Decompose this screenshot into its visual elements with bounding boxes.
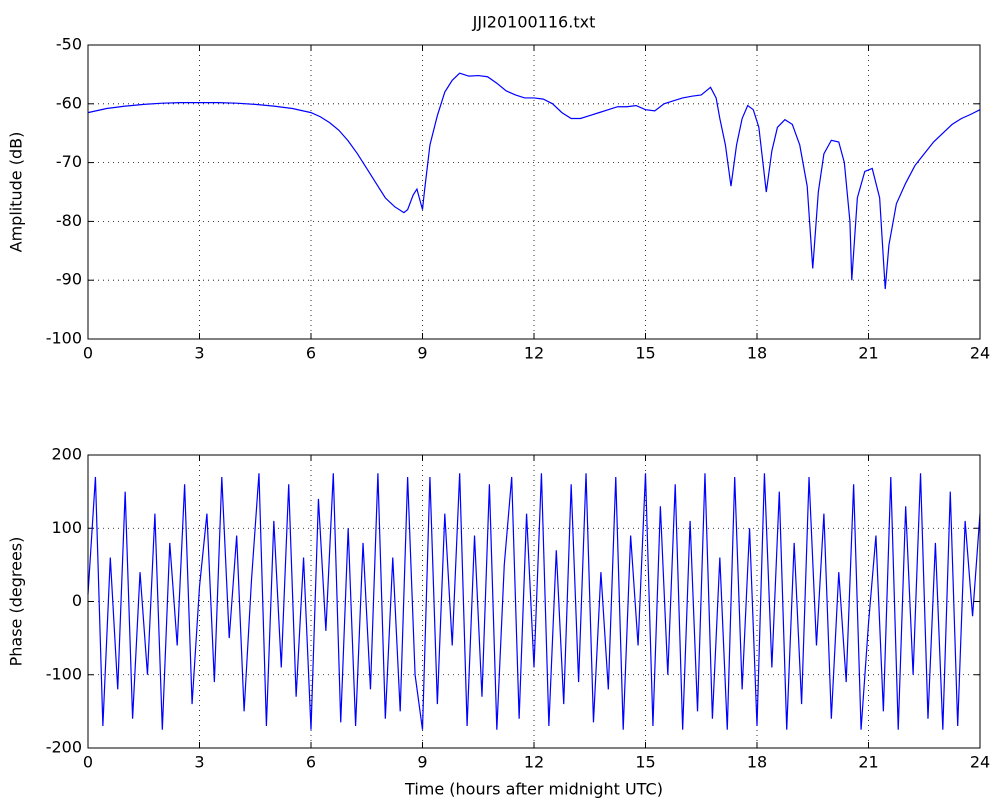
x-tick-label: 21 bbox=[858, 753, 878, 772]
y-tick-label: 200 bbox=[51, 445, 82, 464]
x-tick-label: 24 bbox=[970, 753, 990, 772]
x-tick-label: 21 bbox=[858, 344, 878, 363]
x-tick-label: 0 bbox=[83, 344, 93, 363]
data-line bbox=[87, 473, 981, 730]
x-tick-label: 9 bbox=[417, 344, 427, 363]
y-tick-label: -100 bbox=[46, 664, 82, 683]
x-tick-label: 9 bbox=[417, 753, 427, 772]
y-tick-label: -90 bbox=[56, 270, 82, 289]
y-tick-label: -70 bbox=[56, 152, 82, 171]
x-tick-label: 3 bbox=[194, 753, 204, 772]
x-tick-label: 0 bbox=[83, 753, 93, 772]
x-tick-label: 12 bbox=[524, 753, 544, 772]
y-tick-label: -80 bbox=[56, 211, 82, 230]
x-tick-label: 3 bbox=[194, 344, 204, 363]
y-tick-label: -100 bbox=[46, 329, 82, 348]
x-tick-label: 6 bbox=[306, 344, 316, 363]
axes-frame bbox=[87, 454, 981, 749]
x-tick-label: 12 bbox=[524, 344, 544, 363]
plot-area bbox=[88, 45, 980, 339]
y-tick-label: -50 bbox=[56, 35, 82, 54]
x-tick-label: 18 bbox=[747, 344, 767, 363]
x-tick-label: 15 bbox=[635, 753, 655, 772]
chart-title: JJI20100116.txt bbox=[472, 13, 596, 32]
y-axis-label: Phase (degrees) bbox=[7, 537, 26, 667]
axes-frame bbox=[87, 44, 981, 340]
x-tick-label: 15 bbox=[635, 344, 655, 363]
y-axis-label: Amplitude (dB) bbox=[7, 132, 26, 253]
y-tick-label: -200 bbox=[46, 738, 82, 757]
data-line bbox=[87, 72, 981, 290]
y-tick-label: 0 bbox=[72, 591, 82, 610]
x-tick-label: 24 bbox=[970, 344, 990, 363]
x-axis-label: Time (hours after midnight UTC) bbox=[404, 780, 663, 799]
y-tick-label: 100 bbox=[51, 518, 82, 537]
x-tick-label: 6 bbox=[306, 753, 316, 772]
x-tick-label: 18 bbox=[747, 753, 767, 772]
y-tick-label: -60 bbox=[56, 93, 82, 112]
